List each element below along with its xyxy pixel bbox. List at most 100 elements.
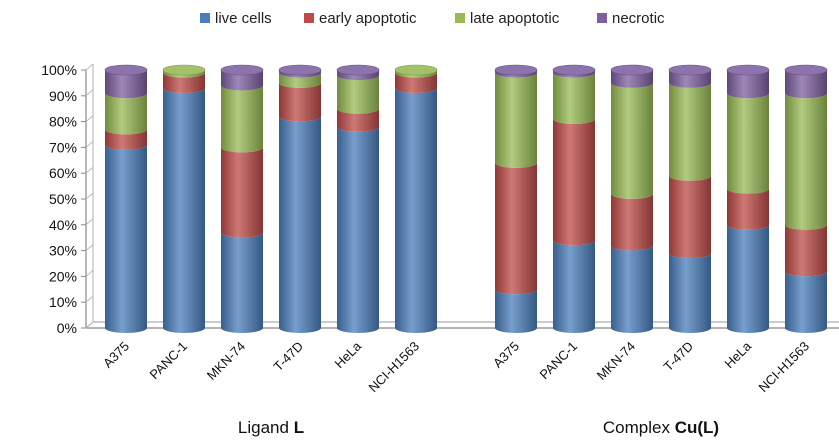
- bar-cap: [784, 64, 828, 76]
- bar-1-T-47D: [668, 64, 712, 333]
- bar-0-NCI-H1563: [394, 64, 438, 333]
- y-tick-label: 90%: [49, 88, 77, 104]
- y-axis: 0% 10% 20% 30% 40% 50% 60% 70% 80% 90% 100%: [41, 62, 839, 336]
- bar-segment-necrotic: [785, 70, 827, 99]
- legend-label-1: early apoptotic: [319, 10, 417, 27]
- bar-segment-early-apoptotic: [611, 193, 653, 251]
- bar-segment-late-apoptotic: [395, 70, 437, 78]
- bar-segment-early-apoptotic: [495, 162, 537, 295]
- bar-cap: [552, 64, 596, 76]
- group-title-bold: L: [294, 418, 304, 437]
- group-title-1: Complex Cu(L): [603, 418, 719, 437]
- y-tick-slant: [85, 321, 94, 329]
- x-tick-label: A375: [490, 339, 522, 371]
- x-tick-label: A375: [100, 339, 132, 371]
- bar-0-A375: [104, 64, 148, 333]
- bar-segment-early-apoptotic: [279, 82, 321, 122]
- y-tick-label: 20%: [49, 268, 77, 284]
- bars-layer: [104, 64, 828, 333]
- x-tick-label: T-47D: [660, 339, 696, 375]
- y-tick-slant: [85, 192, 94, 200]
- bar-1-NCI-H1563: [784, 64, 828, 333]
- bar-segment-late-apoptotic: [105, 93, 147, 135]
- bar-segment-necrotic: [495, 70, 537, 78]
- y-tick-label: 30%: [49, 243, 77, 259]
- bar-cap: [162, 64, 206, 76]
- y-tick-slant: [85, 115, 94, 122]
- group-title-bold: Cu(L): [675, 418, 719, 437]
- legend-label-2: late apoptotic: [470, 10, 560, 27]
- x-tick-label: PANC-1: [536, 339, 580, 383]
- group-title-0: Ligand L: [238, 418, 304, 437]
- bar-cap: [104, 64, 148, 76]
- bar-segment-necrotic: [727, 70, 769, 99]
- x-tick-label: HeLa: [722, 338, 755, 371]
- bar-1-MKN-74: [610, 64, 654, 333]
- bar-cap: [494, 64, 538, 76]
- bar-segment-live-cells: [337, 126, 379, 333]
- bar-cap: [278, 64, 322, 76]
- y-tick-label: 80%: [49, 114, 77, 130]
- bar-segment-late-apoptotic: [221, 85, 263, 153]
- y-tick-label: 50%: [49, 191, 77, 207]
- bar-segment-late-apoptotic: [669, 82, 711, 181]
- bar-segment-live-cells: [727, 224, 769, 333]
- group-title-text: Ligand: [238, 418, 294, 437]
- y-tick-label: 10%: [49, 294, 77, 310]
- x-tick-label: MKN-74: [204, 339, 248, 383]
- legend-swatch-2: [455, 13, 465, 23]
- bar-segment-late-apoptotic: [495, 72, 537, 168]
- legend-label-0: live cells: [215, 10, 272, 27]
- bar-segment-necrotic: [221, 70, 263, 91]
- bar-segment-late-apoptotic: [553, 72, 595, 125]
- group-title-text: Complex: [603, 418, 675, 437]
- bar-segment-early-apoptotic: [395, 72, 437, 94]
- bar-segment-late-apoptotic: [337, 75, 379, 114]
- legend-swatch-0: [200, 13, 210, 23]
- bar-cap: [668, 64, 712, 76]
- bar-segment-live-cells: [279, 116, 321, 333]
- bar-segment-early-apoptotic: [553, 119, 595, 246]
- bar-0-HeLa: [336, 64, 380, 333]
- legend-swatch-1: [304, 13, 314, 23]
- y-tick-slant: [85, 218, 94, 226]
- bar-segment-live-cells: [163, 88, 205, 333]
- bar-segment-necrotic: [279, 70, 321, 78]
- bar-segment-live-cells: [395, 88, 437, 333]
- bar-segment-early-apoptotic: [785, 224, 827, 277]
- bar-segment-necrotic: [105, 70, 147, 99]
- labels-layer: A375 PANC-1 MKN-74 T-47D HeLa NCI-H1563Ligand…: [100, 338, 812, 437]
- bar-segment-late-apoptotic: [611, 82, 653, 199]
- x-tick-label: PANC-1: [146, 339, 190, 383]
- y-tick-slant: [85, 270, 94, 277]
- bar-segment-early-apoptotic: [727, 188, 769, 230]
- y-tick-label: 40%: [49, 217, 77, 233]
- bar-segment-live-cells: [553, 240, 595, 333]
- bar-segment-live-cells: [785, 271, 827, 333]
- y-tick-label: 70%: [49, 139, 77, 155]
- x-tick-label: NCI-H1563: [366, 339, 423, 396]
- bar-segment-late-apoptotic: [727, 93, 769, 194]
- y-tick-slant: [85, 141, 94, 148]
- bar-segment-live-cells: [611, 245, 653, 333]
- bar-segment-early-apoptotic: [221, 147, 263, 238]
- bar-segment-early-apoptotic: [163, 72, 205, 94]
- x-tick-label: MKN-74: [594, 339, 638, 383]
- x-tick-label: HeLa: [332, 338, 365, 371]
- y-tick-label: 0%: [57, 320, 77, 336]
- bar-segment-live-cells: [105, 144, 147, 333]
- bar-1-A375: [494, 64, 538, 333]
- bar-segment-early-apoptotic: [105, 129, 147, 150]
- bar-segment-live-cells: [669, 253, 711, 333]
- x-tick-label: NCI-H1563: [756, 339, 813, 396]
- bar-segment-early-apoptotic: [337, 108, 379, 132]
- bar-segment-live-cells: [221, 232, 263, 333]
- y-tick-label: 100%: [41, 62, 77, 78]
- legend-swatch-3: [597, 13, 607, 23]
- bar-0-MKN-74: [220, 64, 264, 333]
- legend-label-3: necrotic: [612, 10, 665, 27]
- bar-cap: [394, 64, 438, 76]
- bar-1-PANC-1: [552, 64, 596, 333]
- bar-segment-necrotic: [553, 70, 595, 78]
